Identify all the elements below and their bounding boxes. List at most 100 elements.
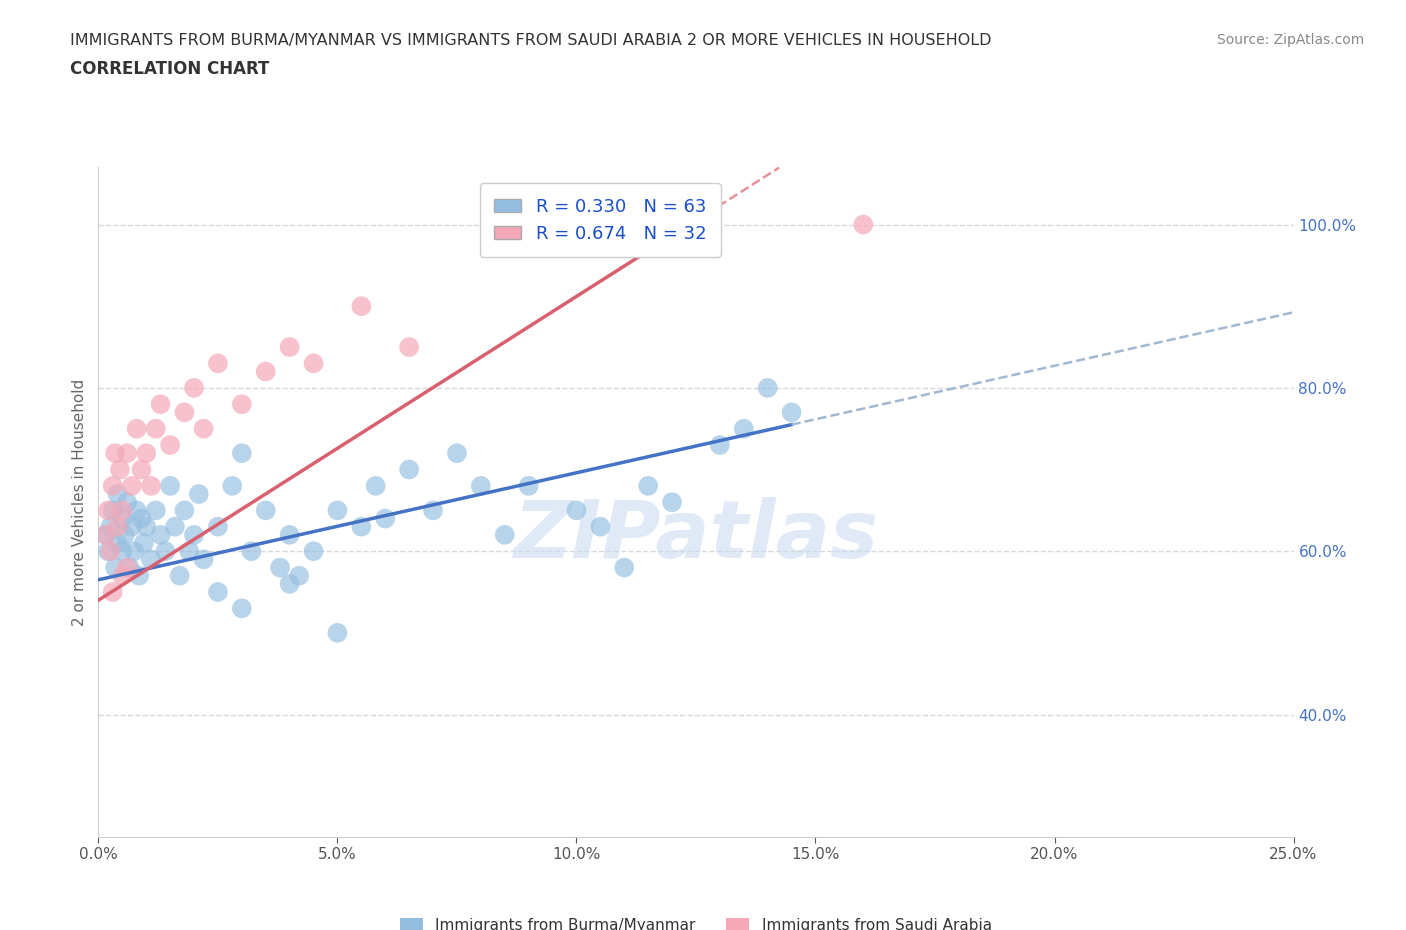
Text: ZIPatlas: ZIPatlas bbox=[513, 497, 879, 575]
Point bbox=[98, 519, 122, 534]
Point bbox=[709, 438, 731, 453]
Point bbox=[145, 421, 167, 436]
Point bbox=[494, 527, 516, 542]
Point bbox=[118, 560, 141, 575]
Point bbox=[207, 585, 229, 600]
Point bbox=[326, 625, 349, 640]
Point bbox=[115, 560, 138, 575]
Point bbox=[517, 478, 540, 493]
Point bbox=[589, 519, 612, 534]
Point bbox=[125, 421, 148, 436]
Point bbox=[852, 217, 875, 232]
Point bbox=[94, 527, 117, 542]
Text: CORRELATION CHART: CORRELATION CHART bbox=[70, 60, 270, 78]
Point bbox=[121, 478, 143, 493]
Point bbox=[231, 601, 253, 616]
Point bbox=[565, 503, 588, 518]
Point bbox=[374, 512, 396, 526]
Point bbox=[364, 478, 387, 493]
Point bbox=[637, 217, 659, 232]
Point bbox=[422, 503, 444, 518]
Point bbox=[124, 544, 146, 559]
Point bbox=[207, 519, 229, 534]
Point bbox=[302, 356, 325, 371]
Point bbox=[159, 438, 181, 453]
Point bbox=[145, 503, 167, 518]
Point bbox=[173, 503, 195, 518]
Point bbox=[398, 339, 420, 354]
Point bbox=[94, 527, 117, 542]
Point bbox=[101, 503, 124, 518]
Point bbox=[780, 405, 803, 419]
Point bbox=[756, 380, 779, 395]
Point bbox=[187, 486, 209, 501]
Point bbox=[207, 356, 229, 371]
Point bbox=[173, 405, 195, 419]
Point bbox=[613, 560, 636, 575]
Point bbox=[446, 445, 468, 460]
Text: Source: ZipAtlas.com: Source: ZipAtlas.com bbox=[1216, 33, 1364, 46]
Point bbox=[661, 495, 683, 510]
Point bbox=[98, 544, 122, 559]
Point bbox=[221, 478, 243, 493]
Point bbox=[135, 519, 157, 534]
Point bbox=[278, 339, 301, 354]
Point bbox=[139, 478, 162, 493]
Point bbox=[193, 421, 215, 436]
Point bbox=[135, 445, 157, 460]
Point bbox=[115, 445, 138, 460]
Point bbox=[128, 568, 150, 583]
Point bbox=[326, 503, 349, 518]
Point bbox=[302, 544, 325, 559]
Point bbox=[149, 527, 172, 542]
Point bbox=[111, 503, 134, 518]
Point bbox=[114, 527, 136, 542]
Point bbox=[254, 365, 277, 379]
Point bbox=[193, 551, 215, 566]
Point bbox=[101, 478, 124, 493]
Point bbox=[398, 462, 420, 477]
Point bbox=[115, 495, 138, 510]
Point bbox=[155, 544, 177, 559]
Point bbox=[125, 503, 148, 518]
Point bbox=[350, 519, 373, 534]
Point bbox=[163, 519, 186, 534]
Point bbox=[183, 380, 205, 395]
Point bbox=[149, 397, 172, 412]
Point bbox=[101, 585, 124, 600]
Point bbox=[108, 462, 131, 477]
Point bbox=[159, 478, 181, 493]
Point bbox=[111, 512, 134, 526]
Point bbox=[169, 568, 191, 583]
Point bbox=[240, 544, 263, 559]
Point bbox=[278, 577, 301, 591]
Point bbox=[288, 568, 311, 583]
Point bbox=[107, 519, 129, 534]
Point bbox=[139, 551, 162, 566]
Point bbox=[131, 462, 153, 477]
Legend: Immigrants from Burma/Myanmar, Immigrants from Saudi Arabia: Immigrants from Burma/Myanmar, Immigrant… bbox=[394, 911, 998, 930]
Text: IMMIGRANTS FROM BURMA/MYANMAR VS IMMIGRANTS FROM SAUDI ARABIA 2 OR MORE VEHICLES: IMMIGRANTS FROM BURMA/MYANMAR VS IMMIGRA… bbox=[70, 33, 991, 47]
Point bbox=[131, 512, 153, 526]
Point bbox=[637, 478, 659, 493]
Point bbox=[111, 568, 134, 583]
Point bbox=[107, 486, 129, 501]
Y-axis label: 2 or more Vehicles in Household: 2 or more Vehicles in Household bbox=[72, 379, 87, 626]
Point bbox=[111, 544, 134, 559]
Point bbox=[350, 299, 373, 313]
Point bbox=[470, 478, 492, 493]
Point bbox=[269, 560, 291, 575]
Point bbox=[278, 527, 301, 542]
Point bbox=[254, 503, 277, 518]
Point bbox=[231, 445, 253, 460]
Point bbox=[97, 503, 120, 518]
Point bbox=[107, 536, 129, 551]
Point bbox=[97, 544, 120, 559]
Point bbox=[733, 421, 755, 436]
Point bbox=[231, 397, 253, 412]
Point bbox=[104, 445, 127, 460]
Point bbox=[132, 536, 155, 551]
Point bbox=[104, 560, 127, 575]
Point bbox=[121, 519, 143, 534]
Point bbox=[179, 544, 201, 559]
